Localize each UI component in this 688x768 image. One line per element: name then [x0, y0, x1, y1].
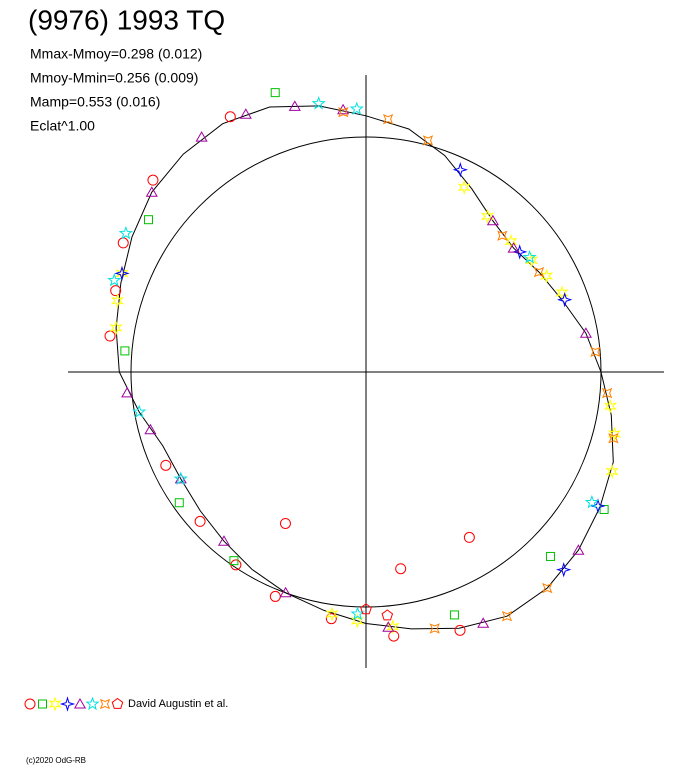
data-point: [522, 249, 537, 264]
data-point: [463, 531, 475, 543]
data-point: [173, 471, 188, 485]
data-point: [325, 606, 339, 622]
legend-symbol: [99, 698, 111, 710]
data-point: [311, 96, 326, 110]
data-point: [584, 494, 599, 509]
data-point: [109, 320, 123, 336]
data-point: [501, 611, 513, 622]
legend-symbol: [73, 698, 87, 709]
data-point: [603, 398, 617, 414]
data-point: [350, 613, 364, 629]
data-point: [395, 563, 407, 575]
data-point: [497, 230, 508, 241]
data-point: [195, 131, 208, 142]
credit: (c)2020 OdG-RB: [26, 756, 86, 765]
data-point: [114, 265, 130, 282]
legend-text: David Augustin et al.: [128, 698, 228, 710]
data-point: [557, 292, 573, 308]
data-point: [590, 346, 601, 358]
data-point: [269, 590, 281, 602]
data-point: [279, 517, 291, 529]
data-point: [429, 623, 440, 634]
data-point: [452, 162, 468, 178]
data-point: [542, 582, 553, 594]
data-point: [480, 208, 495, 225]
data-point: [486, 214, 499, 226]
data-point: [337, 103, 350, 115]
data-point: [147, 174, 159, 186]
annotation: Eclat^1.00: [30, 118, 95, 134]
data-point: [360, 603, 372, 615]
data-point: [572, 544, 585, 555]
data-point: [608, 433, 619, 444]
data-point: [533, 266, 545, 278]
data-point: [477, 617, 490, 628]
annotation: Mmoy-Mmin=0.256 (0.009): [30, 70, 198, 86]
data-point: [104, 330, 116, 342]
data-point: [160, 459, 172, 471]
data-point: [143, 215, 153, 225]
data-point: [174, 498, 184, 508]
data-point: [349, 101, 364, 115]
data-point: [381, 609, 394, 621]
data-point: [579, 327, 592, 338]
data-point: [556, 562, 572, 578]
data-point: [338, 106, 349, 118]
data-point: [132, 404, 147, 418]
data-point: [454, 624, 466, 636]
data-point: [382, 114, 394, 125]
data-point: [325, 613, 337, 625]
legend-symbol: [111, 697, 124, 709]
annotation: Mmax-Mmoy=0.298 (0.012): [30, 46, 202, 62]
data-point: [107, 272, 122, 287]
data-point: [144, 423, 157, 435]
data-point: [507, 242, 520, 253]
data-point: [120, 346, 130, 356]
data-point: [605, 463, 619, 480]
data-point: [117, 237, 129, 249]
data-point: [239, 108, 252, 119]
legend-symbol: [38, 699, 47, 709]
data-point: [279, 586, 292, 598]
data-point: [118, 225, 133, 240]
data-point: [229, 556, 239, 566]
data-point: [382, 621, 395, 632]
data-point: [288, 100, 301, 111]
data-point: [121, 386, 134, 398]
data-point: [217, 535, 231, 546]
data-point: [607, 426, 622, 442]
data-point: [388, 630, 400, 642]
annotation: Mamp=0.553 (0.016): [30, 94, 160, 110]
data-point: [270, 88, 280, 98]
data-point: [110, 293, 125, 309]
legend-symbol: [48, 696, 62, 712]
legend-symbol: [59, 696, 76, 712]
data-point: [545, 551, 555, 561]
data-point: [224, 111, 236, 123]
legend-symbol: [85, 696, 100, 711]
fit-curve: [115, 105, 614, 630]
data-point: [194, 515, 206, 527]
data-point: [601, 387, 613, 399]
data-point: [422, 135, 434, 146]
data-point: [457, 179, 471, 195]
data-point: [599, 504, 609, 514]
data-point: [145, 186, 158, 197]
data-point: [449, 610, 459, 620]
data-point: [174, 472, 187, 484]
legend-symbol: [24, 698, 36, 710]
chart-title: (9976) 1993 TQ: [28, 4, 225, 35]
data-point: [511, 244, 528, 260]
data-point: [110, 285, 122, 297]
